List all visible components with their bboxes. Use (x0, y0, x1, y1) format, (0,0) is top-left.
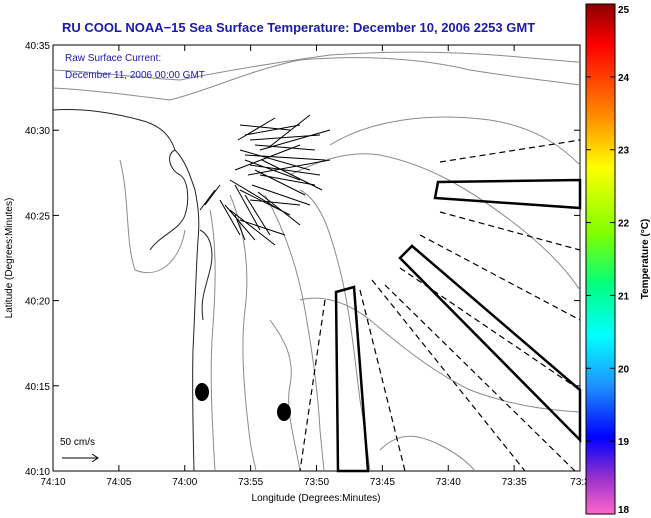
x-tick-label: 74:05 (106, 477, 131, 488)
x-tick-label: 73:3 (570, 477, 590, 488)
colorbar-tick-label: 25 (618, 5, 630, 16)
x-axis-ticks: 74:10 74:05 74:00 73:55 73:50 73:45 73:40 73:35… (40, 45, 590, 488)
colorbar-tick-label: 24 (618, 73, 630, 84)
x-tick-label: 74:10 (40, 477, 65, 488)
colorbar-tick-label: 18 (618, 505, 630, 516)
scale-label: 50 cm/s (60, 437, 96, 448)
y-tick-label: 40:20 (25, 297, 50, 308)
scale-arrow (62, 453, 99, 463)
colorbar-tick-label: 22 (618, 219, 630, 230)
colorbar-tick-label: 20 (618, 364, 630, 375)
x-axis-label: Longitude (Degrees:Minutes) (252, 493, 381, 504)
current-annotation-line1: Raw Surface Current: (65, 53, 162, 64)
y-tick-label: 40:10 (25, 467, 50, 478)
colorbar-ticks: 25 24 23 22 21 20 19 18 (586, 3, 630, 516)
colorbar (585, 3, 616, 515)
x-tick-label: 73:40 (436, 477, 461, 488)
x-tick-label: 74:00 (172, 477, 197, 488)
surface-current-vectors (199, 114, 331, 246)
y-axis-label: Latitude (Degrees:Minutes) (4, 198, 15, 319)
x-tick-label: 73:35 (502, 477, 527, 488)
y-tick-label: 40:35 (25, 41, 50, 52)
colorbar-tick-label: 21 (618, 291, 630, 302)
x-tick-label: 73:50 (304, 477, 329, 488)
colorbar-tick-label: 23 (618, 146, 630, 157)
station-dot-west (195, 383, 209, 401)
transect-boxes (334, 178, 582, 473)
colorbar-tick-label: 19 (618, 437, 630, 448)
y-tick-label: 40:15 (25, 382, 50, 393)
colorbar-label: Temperature (°C) (640, 219, 651, 300)
station-dot-east (277, 403, 291, 421)
map-frame (52, 44, 581, 472)
radar-sector-lines (299, 139, 581, 472)
x-tick-label: 73:55 (238, 477, 263, 488)
y-axis-ticks: 40:35 40:30 40:25 40:20 40:15 40:10 (25, 41, 580, 478)
y-tick-label: 40:25 (25, 211, 50, 222)
y-tick-label: 40:30 (25, 126, 50, 137)
x-tick-label: 73:45 (370, 477, 395, 488)
coastline (52, 109, 213, 472)
current-annotation-line2: December 11, 2006 00:00 GMT (65, 70, 205, 81)
map-title: RU COOL NOAA−15 Sea Surface Temperature:… (62, 20, 536, 35)
